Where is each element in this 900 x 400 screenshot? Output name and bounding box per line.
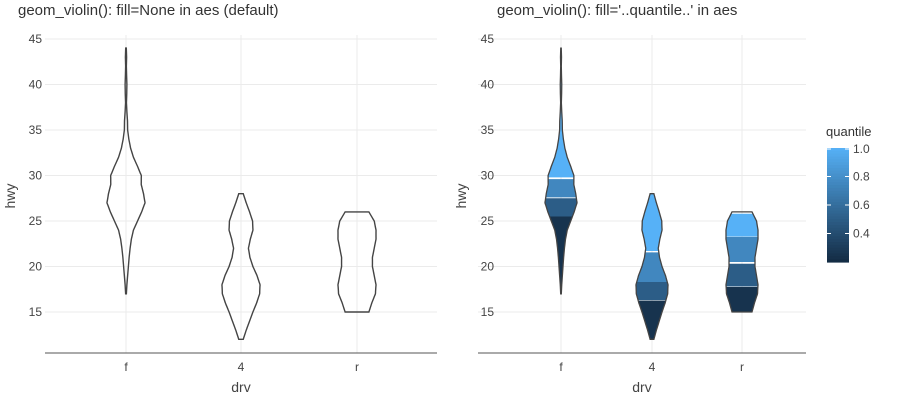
legend-color-step — [827, 227, 849, 232]
violin-outline — [221, 193, 261, 340]
legend-color-step — [827, 185, 849, 189]
legend-color-step — [827, 256, 849, 260]
y-tick-label: 20 — [29, 260, 43, 274]
legend-color-step — [827, 224, 849, 229]
x-tick-label: 4 — [238, 360, 245, 374]
x-tick-label: 4 — [649, 360, 656, 374]
legend-title: quantile — [826, 124, 872, 139]
violin-outline — [106, 47, 146, 295]
violin-quantile-band — [726, 286, 758, 312]
y-tick-label: 30 — [481, 169, 495, 183]
violin-quantile-band — [636, 281, 668, 301]
legend-color-step — [827, 165, 849, 169]
quantile-legend: quantile 1.0 0.8 0.6 0.4 — [826, 124, 872, 263]
legend-color-step — [827, 247, 849, 252]
x-tick-label: f — [124, 360, 128, 374]
violin-quantile-band — [545, 179, 577, 198]
violin-quantile-band — [725, 213, 759, 237]
violin-outline — [544, 47, 578, 295]
violin-quantile-band — [549, 216, 573, 294]
legend-color-step — [827, 182, 849, 186]
y-tick-label: 15 — [481, 305, 495, 319]
legend-color-step — [827, 162, 849, 166]
legend-color-step — [827, 250, 849, 255]
legend-tick-label: 0.4 — [853, 227, 870, 241]
panel-title: geom_violin(): fill='..quantile..' in ae… — [497, 2, 737, 19]
violin-quantile-band — [638, 300, 666, 340]
violin-outline — [337, 211, 377, 313]
legend-color-step — [827, 187, 849, 192]
legend-color-step — [827, 150, 849, 155]
x-tick-label: r — [740, 360, 744, 374]
y-tick-label: 15 — [29, 305, 43, 319]
legend-color-step — [827, 219, 849, 223]
right-violin-panel: 15 20 25 30 35 40 45 f 4 r geom_violin(): fill='..… — [453, 2, 806, 395]
y-tick-label: 25 — [481, 214, 495, 228]
x-axis-label: drv — [632, 379, 651, 395]
legend-color-step — [827, 193, 849, 198]
legend-tick-label: 0.6 — [853, 198, 870, 212]
legend-color-step — [827, 213, 849, 217]
legend-color-step — [827, 173, 849, 178]
legend-color-step — [827, 253, 849, 257]
y-tick-label: 40 — [29, 78, 43, 92]
legend-color-step — [827, 210, 849, 215]
legend-color-step — [827, 239, 849, 243]
legend-color-step — [827, 196, 849, 200]
legend-color-step — [827, 179, 849, 183]
violin-quantile-band — [544, 198, 578, 217]
legend-color-step — [827, 199, 849, 203]
legend-color-step — [827, 170, 849, 175]
x-tick-label: r — [355, 360, 359, 374]
legend-color-step — [827, 176, 849, 180]
y-tick-label: 30 — [29, 169, 43, 183]
legend-color-step — [827, 222, 849, 226]
x-tick-label: f — [559, 360, 563, 374]
violin-quantile-band — [726, 263, 758, 287]
legend-color-step — [827, 230, 849, 235]
y-tick-label: 35 — [29, 123, 43, 137]
legend-color-step — [827, 216, 849, 220]
legend-color-step — [827, 233, 849, 237]
y-tick-label: 35 — [481, 123, 495, 137]
x-axis-label: drv — [231, 379, 250, 395]
legend-color-step — [827, 202, 849, 206]
legend-color-step — [827, 244, 849, 249]
violin-outline — [635, 193, 669, 340]
legend-tick-label: 0.8 — [853, 170, 870, 184]
y-tick-label: 45 — [29, 32, 43, 46]
y-axis-label: hwy — [453, 184, 469, 209]
y-tick-label: 45 — [481, 32, 495, 46]
legend-color-step — [827, 156, 849, 160]
left-violin-panel: 15 20 25 30 35 40 45 f 4 r geom_violin(): fill=Non… — [2, 2, 437, 395]
y-tick-label: 20 — [481, 260, 495, 274]
legend-color-step — [827, 205, 849, 209]
y-tick-label: 40 — [481, 78, 495, 92]
violin-outline — [725, 211, 759, 313]
legend-color-step — [827, 167, 849, 172]
legend-tick-label: 1.0 — [853, 142, 870, 156]
legend-color-step — [827, 153, 849, 158]
legend-color-step — [827, 190, 849, 195]
violin-quantile-band — [642, 194, 662, 252]
panel-title: geom_violin(): fill=None in aes (default… — [18, 2, 279, 19]
y-axis-label: hwy — [2, 184, 18, 209]
legend-color-step — [827, 236, 849, 240]
legend-color-step — [827, 159, 849, 163]
legend-color-step — [827, 242, 849, 246]
legend-color-step — [827, 148, 849, 152]
legend-color-step — [827, 259, 849, 263]
legend-color-step — [827, 207, 849, 212]
violin-quantile-band — [548, 49, 574, 178]
y-tick-label: 25 — [29, 214, 43, 228]
violin-quantile-band — [725, 236, 759, 262]
